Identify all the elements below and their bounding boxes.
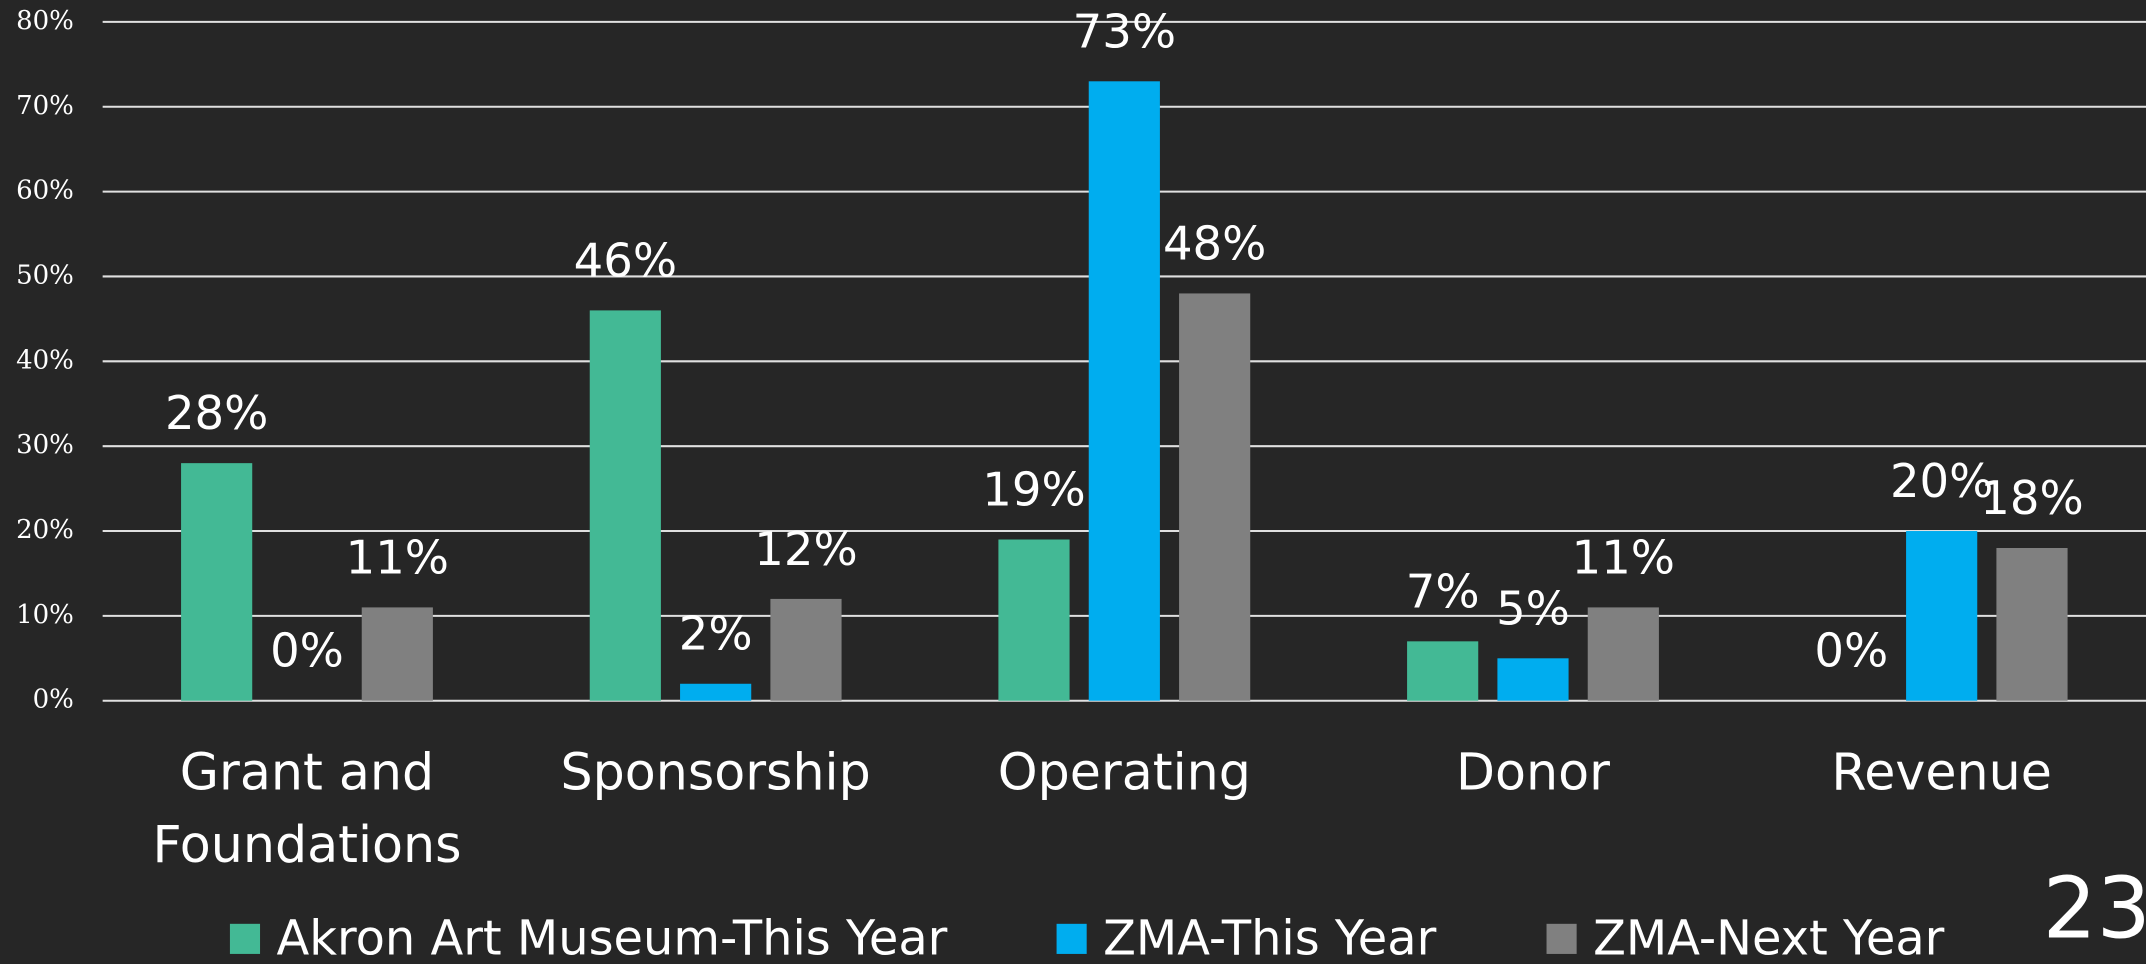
legend-swatch xyxy=(229,923,261,954)
value-label: 11% xyxy=(346,530,449,584)
value-label: 20% xyxy=(1890,454,1993,508)
bar xyxy=(1497,658,1569,701)
x-tick-label: Grant and Foundations xyxy=(152,743,462,875)
legend-label: ZMA-Next Year xyxy=(1593,912,1945,964)
bar xyxy=(770,598,842,701)
legend-label: ZMA-This Year xyxy=(1103,912,1437,964)
value-label: 11% xyxy=(1572,530,1675,584)
y-tick-label: 50% xyxy=(16,260,74,290)
bar xyxy=(361,607,433,701)
bar xyxy=(1407,641,1479,701)
y-tick-label: 40% xyxy=(16,345,74,375)
y-tick-label: 0% xyxy=(33,685,74,715)
bar xyxy=(1088,81,1160,701)
bar xyxy=(1906,531,1978,701)
value-label: 0% xyxy=(1814,624,1888,678)
bar xyxy=(1179,293,1251,701)
value-label: 2% xyxy=(679,607,753,661)
legend-swatch xyxy=(1056,923,1087,954)
y-tick-label: 10% xyxy=(16,600,74,630)
bar xyxy=(1587,607,1659,701)
bar xyxy=(680,683,752,701)
y-tick-label: 60% xyxy=(16,176,74,206)
value-label: 28% xyxy=(165,386,268,440)
bar xyxy=(181,463,253,701)
value-label: 7% xyxy=(1406,564,1480,618)
x-tick-label: Revenue xyxy=(1831,743,2052,803)
y-tick-label: 80% xyxy=(16,6,74,36)
page-number: 23 xyxy=(2043,860,2146,959)
y-tick-label: 70% xyxy=(16,91,74,121)
bar xyxy=(998,539,1070,701)
x-tick-label: Donor xyxy=(1456,743,1610,803)
y-tick-label: 20% xyxy=(16,515,74,545)
value-label: 46% xyxy=(574,233,677,287)
legend-swatch xyxy=(1546,923,1577,954)
y-tick-label: 30% xyxy=(16,430,74,460)
value-label: 12% xyxy=(754,522,857,576)
value-label: 19% xyxy=(982,462,1085,516)
bar xyxy=(589,310,661,701)
legend-label: Akron Art Museum-This Year xyxy=(276,912,947,964)
value-label: 48% xyxy=(1163,216,1266,270)
value-label: 73% xyxy=(1073,4,1176,58)
bar xyxy=(1996,547,2068,701)
x-tick-label: Operating xyxy=(997,743,1251,803)
value-label: 0% xyxy=(270,624,344,678)
value-label: 18% xyxy=(1980,471,2083,525)
value-label: 5% xyxy=(1496,581,1570,635)
x-tick-label: Sponsorship xyxy=(560,743,871,803)
